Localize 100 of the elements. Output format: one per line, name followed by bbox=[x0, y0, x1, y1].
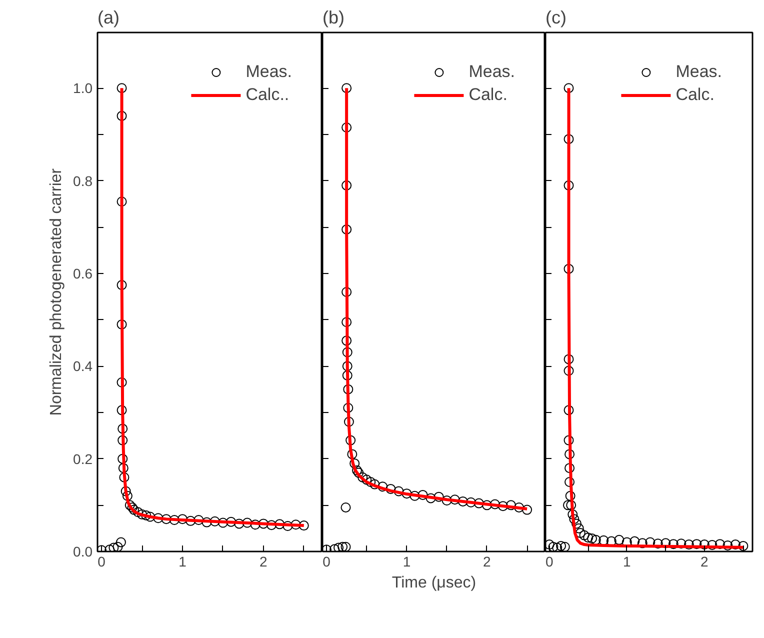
point bbox=[342, 361, 352, 372]
point bbox=[340, 502, 351, 512]
point bbox=[116, 537, 126, 548]
point bbox=[342, 224, 352, 234]
point bbox=[506, 500, 516, 510]
point bbox=[482, 500, 492, 510]
point bbox=[266, 520, 277, 530]
point bbox=[137, 509, 148, 520]
point bbox=[386, 484, 396, 494]
point bbox=[118, 424, 128, 434]
point bbox=[362, 474, 372, 485]
y-axis-title: Normalized photogenerated carrier bbox=[48, 168, 66, 416]
point bbox=[250, 520, 260, 530]
x-tick-label: 0 bbox=[546, 554, 554, 570]
point bbox=[575, 528, 586, 538]
point bbox=[342, 287, 352, 297]
point bbox=[153, 513, 164, 524]
point bbox=[343, 384, 354, 394]
point bbox=[466, 497, 476, 508]
point bbox=[116, 377, 127, 388]
point bbox=[458, 496, 468, 506]
point bbox=[342, 347, 352, 358]
point bbox=[108, 542, 119, 552]
point bbox=[342, 336, 352, 346]
point bbox=[127, 502, 138, 512]
legend-label: Meas. bbox=[676, 62, 722, 82]
point bbox=[402, 488, 412, 499]
point bbox=[290, 520, 301, 530]
point bbox=[490, 499, 500, 510]
point bbox=[564, 463, 575, 474]
point bbox=[358, 472, 368, 482]
point bbox=[579, 530, 590, 540]
x-tick-label: 0 bbox=[98, 554, 106, 570]
point bbox=[234, 518, 244, 529]
point bbox=[699, 540, 710, 550]
legend-label: Meas. bbox=[246, 62, 292, 82]
point bbox=[132, 507, 143, 518]
point bbox=[566, 500, 576, 510]
y-tick-label: 0.0 bbox=[73, 544, 93, 560]
point bbox=[676, 538, 686, 549]
point bbox=[112, 542, 123, 552]
point bbox=[548, 542, 558, 552]
point bbox=[116, 280, 127, 290]
point bbox=[568, 509, 578, 520]
point bbox=[442, 496, 452, 506]
point bbox=[738, 540, 748, 551]
point bbox=[119, 472, 130, 482]
point bbox=[684, 540, 694, 550]
point bbox=[569, 514, 580, 524]
point bbox=[564, 435, 574, 446]
point bbox=[560, 542, 570, 552]
point bbox=[346, 435, 356, 446]
point bbox=[552, 542, 562, 552]
y-tick-label: 0.6 bbox=[73, 265, 93, 282]
point bbox=[347, 449, 358, 460]
x-tick-label: 2 bbox=[260, 554, 268, 570]
point bbox=[714, 539, 725, 550]
point bbox=[546, 540, 554, 550]
point bbox=[202, 517, 212, 528]
point bbox=[210, 516, 220, 526]
x-tick-label: 1 bbox=[178, 554, 187, 570]
point bbox=[474, 498, 484, 508]
point bbox=[410, 490, 420, 501]
y-tick-label: 1.0 bbox=[73, 80, 93, 96]
legend-label: Meas. bbox=[468, 62, 515, 82]
point bbox=[344, 416, 354, 427]
point bbox=[514, 502, 524, 512]
point bbox=[590, 534, 601, 545]
point bbox=[116, 319, 127, 330]
point bbox=[298, 520, 309, 531]
point bbox=[342, 83, 352, 94]
point bbox=[118, 454, 128, 464]
point bbox=[564, 134, 574, 144]
point bbox=[338, 542, 348, 552]
point bbox=[282, 521, 293, 532]
point bbox=[587, 534, 598, 544]
y-tick-label: 0.8 bbox=[73, 172, 93, 189]
point bbox=[186, 516, 196, 526]
point bbox=[564, 449, 575, 460]
point bbox=[564, 405, 574, 416]
point bbox=[218, 518, 228, 528]
point bbox=[334, 542, 344, 552]
point bbox=[258, 518, 268, 529]
x-tick-label: 2 bbox=[700, 554, 709, 570]
point bbox=[116, 83, 127, 94]
point bbox=[692, 539, 702, 550]
point bbox=[598, 535, 609, 546]
x-tick-label: 2 bbox=[483, 554, 492, 570]
y-tick-label: 0.4 bbox=[73, 358, 93, 374]
point bbox=[707, 540, 718, 550]
point bbox=[583, 532, 594, 543]
point bbox=[161, 514, 172, 524]
point bbox=[118, 435, 128, 446]
point bbox=[118, 463, 128, 474]
point bbox=[564, 180, 574, 190]
chart-title: (b) bbox=[322, 8, 344, 28]
x-tick-label: 1 bbox=[402, 554, 411, 570]
point bbox=[342, 122, 352, 132]
point bbox=[418, 490, 428, 500]
point bbox=[342, 317, 352, 328]
